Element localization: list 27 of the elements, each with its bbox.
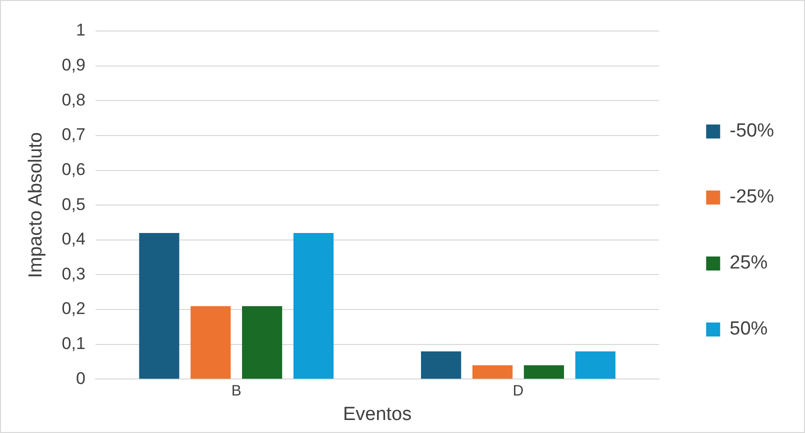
legend-label: -50% (730, 120, 774, 142)
bar (293, 232, 334, 379)
y-tick-label: 0,8 (62, 90, 86, 110)
legend-label: -25% (730, 186, 774, 208)
y-tick-label: 0,2 (62, 299, 86, 318)
legend-label: 25% (730, 252, 768, 274)
bar (524, 365, 564, 379)
y-tick-label: 0 (76, 368, 86, 388)
bar (421, 351, 462, 379)
x-tick-label: D (512, 382, 524, 400)
y-tick-label: 0,9 (62, 56, 86, 75)
legend-label: 50% (730, 318, 768, 340)
bar (190, 306, 231, 379)
y-axis-title: Impacto Absoluto (26, 132, 47, 278)
y-tick-label: 0,4 (62, 230, 86, 249)
bar (472, 365, 513, 379)
y-tick-label: 0,1 (62, 334, 86, 354)
bar (242, 306, 282, 379)
y-tick-label: 0,5 (62, 194, 86, 214)
bar (139, 232, 180, 379)
y-tick-label: 0,3 (62, 264, 86, 284)
bar (575, 351, 616, 379)
y-tick-label: 0,6 (62, 160, 86, 179)
x-tick-label: B (231, 382, 242, 400)
y-tick-label: 0,7 (62, 125, 86, 144)
x-axis-title: Eventos (342, 404, 412, 425)
y-tick-label: 1 (76, 20, 86, 40)
